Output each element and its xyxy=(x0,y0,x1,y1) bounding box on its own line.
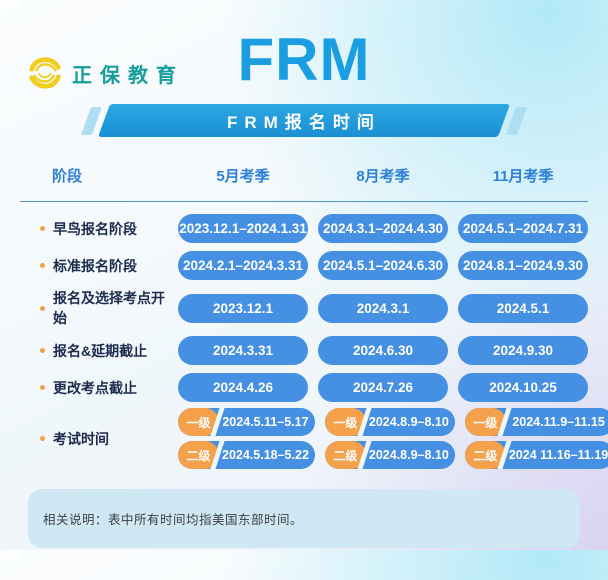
date-pill: 2024.3.31 xyxy=(178,336,308,365)
bullet-icon xyxy=(40,385,45,390)
exam-date-text: 2024.8.9–8.10 xyxy=(368,448,449,462)
exam-date-pill: 一级 2024.11.9–11.15 xyxy=(464,408,608,436)
brand-name: 正保教育 xyxy=(72,64,184,87)
row-label: 报名&延期截止 xyxy=(20,341,168,361)
header-aug-season: 8月考季 xyxy=(356,168,410,185)
brand-logo: 正保教育 xyxy=(26,54,184,92)
exam-date-text: 2024.5.18–5.22 xyxy=(222,448,309,462)
exam-date-pill: 二级 2024.5.18–5.22 xyxy=(178,441,315,469)
brand-swirl-icon xyxy=(29,57,61,89)
row-label: 报名及选择考点开始 xyxy=(20,288,168,328)
row-label: 早鸟报名阶段 xyxy=(20,219,168,239)
table-row: 报名及选择考点开始 2023.12.1 2024.3.1 2024.5.1 xyxy=(20,288,588,328)
date-pill: 2024.5.1 xyxy=(458,293,588,323)
banner-right-accent xyxy=(505,106,528,135)
exam-cell-aug: 一级 2024.8.9–8.10 二级 2024.8.9–8.10 xyxy=(324,408,455,469)
level-badge: 二级 xyxy=(178,441,219,469)
date-pill: 2024.10.25 xyxy=(458,373,588,402)
bullet-icon xyxy=(40,263,45,268)
exam-cell-may: 一级 2024.5.11–5.17 二级 2024.5.18–5.22 xyxy=(178,408,315,469)
row-label: 考试时间 xyxy=(20,429,168,449)
schedule-table: 阶段 5月考季 8月考季 11月考季 早鸟报名阶段 2023.12.1–2024… xyxy=(0,165,608,469)
banner-title: FRM报名时间 xyxy=(227,113,381,132)
table-header-row: 阶段 5月考季 8月考季 11月考季 xyxy=(20,165,588,202)
row-label: 标准报名阶段 xyxy=(20,256,168,276)
bullet-icon xyxy=(40,436,45,441)
row-label-text: 标准报名阶段 xyxy=(53,257,137,274)
row-label-text: 更改考点截止 xyxy=(53,379,137,396)
table-row: 早鸟报名阶段 2023.12.1–2024.1.31 2024.3.1–2024… xyxy=(20,214,588,243)
level-badge: 二级 xyxy=(464,441,506,469)
table-row: 标准报名阶段 2024.2.1–2024.3.31 2024.5.1–2024.… xyxy=(20,251,588,280)
banner-left-accent xyxy=(80,106,103,135)
page-title: FRM xyxy=(237,26,371,93)
level-badge: 一级 xyxy=(178,408,219,436)
exam-date-text: 2024 11.16–11.19 xyxy=(508,448,608,462)
exam-date-text: 2024.11.9–11.15 xyxy=(512,415,605,429)
exam-date-text: 2024.5.11–5.17 xyxy=(222,415,309,429)
date-pill: 2024.8.1–2024.9.30 xyxy=(458,251,588,280)
date-pill: 2024.4.26 xyxy=(178,373,308,402)
exam-date-text: 2024.8.9–8.10 xyxy=(368,415,449,429)
table-row: 更改考点截止 2024.4.26 2024.7.26 2024.10.25 xyxy=(20,373,588,402)
bullet-icon xyxy=(40,348,45,353)
exam-date-pill: 一级 2024.5.11–5.17 xyxy=(178,408,315,436)
level-badge: 二级 xyxy=(324,441,366,469)
related-note: 相关说明：表中所有时间均指美国东部时间。 xyxy=(28,489,580,548)
section-banner: FRM报名时间 xyxy=(0,104,608,137)
header-may-season: 5月考季 xyxy=(216,168,270,185)
date-pill: 2024.2.1–2024.3.31 xyxy=(178,251,308,280)
date-pill: 2023.12.1 xyxy=(178,293,308,323)
bullet-icon xyxy=(40,226,45,231)
date-pill: 2023.12.1–2024.1.31 xyxy=(178,214,308,243)
bullet-icon xyxy=(40,305,45,311)
row-label-text: 考试时间 xyxy=(53,430,109,447)
exam-date-pill: 一级 2024.8.9–8.10 xyxy=(324,408,455,436)
row-label-text: 报名及选择考点开始 xyxy=(53,290,165,326)
level-badge: 一级 xyxy=(324,408,366,436)
level-badge: 一级 xyxy=(464,408,506,436)
row-label-text: 早鸟报名阶段 xyxy=(53,220,137,237)
row-label: 更改考点截止 xyxy=(20,378,168,398)
banner-body: FRM报名时间 xyxy=(97,104,511,137)
exam-cell-nov: 一级 2024.11.9–11.15 二级 2024 11.16–11.19 xyxy=(464,408,608,469)
exam-date-pill: 二级 2024.8.9–8.10 xyxy=(324,441,455,469)
table-row-exam-time: 考试时间 一级 2024.5.11–5.17 二级 2024.5.18–5.22… xyxy=(20,408,608,469)
date-pill: 2024.9.30 xyxy=(458,336,588,365)
date-pill: 2024.6.30 xyxy=(318,336,448,365)
date-pill: 2024.3.1 xyxy=(318,293,448,323)
infographic-page: 正保教育 FRM FRM报名时间 阶段 5月考季 8月考季 11月考季 早鸟报名… xyxy=(0,30,608,580)
row-label-text: 报名&延期截止 xyxy=(53,342,148,359)
date-pill: 2024.5.1–2024.6.30 xyxy=(318,251,448,280)
date-pill: 2024.3.1–2024.4.30 xyxy=(318,214,448,243)
table-row: 报名&延期截止 2024.3.31 2024.6.30 2024.9.30 xyxy=(20,336,588,365)
header-stage: 阶段 xyxy=(52,168,83,185)
date-pill: 2024.5.1–2024.7.31 xyxy=(458,214,588,243)
exam-date-pill: 二级 2024 11.16–11.19 xyxy=(464,441,608,469)
date-pill: 2024.7.26 xyxy=(318,373,448,402)
header-nov-season: 11月考季 xyxy=(492,168,554,185)
